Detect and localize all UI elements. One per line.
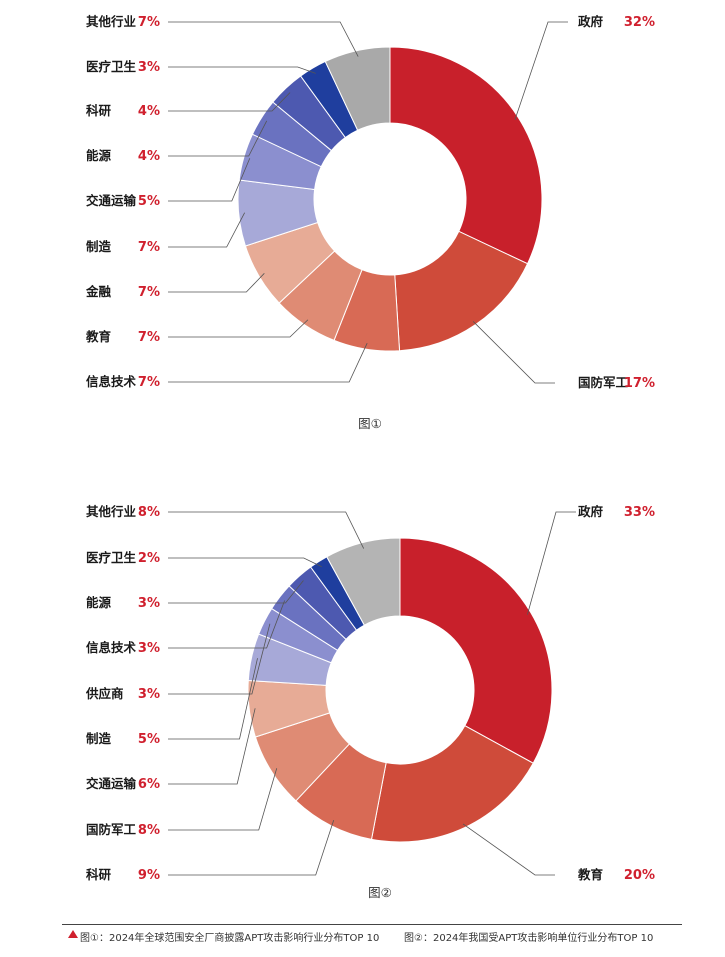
chart2-label-6: 供应商 [85, 686, 124, 701]
chart1-caption: 图① [358, 416, 382, 431]
chart2-slice-10 [326, 537, 401, 626]
chart1-leader-7 [168, 120, 268, 157]
chart2-leader-7 [168, 600, 286, 649]
chart2-label-10: 其他行业 [86, 504, 137, 519]
chart1-leader-9 [168, 66, 316, 74]
chart1-leader-3 [168, 319, 309, 338]
chart2-leader-0 [527, 511, 576, 615]
chart1-value-4: 7% [138, 285, 160, 300]
chart2-leader-8 [168, 580, 304, 604]
footer-captions: 图①：2024年全球范围安全厂商披露APT攻击影响行业分布TOP 10 图②：2… [62, 924, 682, 947]
chart1-label-6: 交通运输 [86, 193, 137, 208]
chart1-value-1: 17% [624, 376, 655, 391]
chart1-label-1: 国防军工 [578, 375, 629, 390]
chart1-label-0: 政府 [578, 14, 604, 29]
chart2-value-0: 33% [624, 505, 655, 520]
chart1-label-9: 医疗卫生 [86, 59, 137, 74]
chart1-value-7: 4% [138, 149, 160, 164]
chart1-label-7: 能源 [86, 148, 112, 163]
chart2-label-1: 教育 [577, 867, 604, 882]
chart2-leader-2 [168, 819, 335, 876]
chart1-label-8: 科研 [86, 103, 112, 118]
chart1-value-10: 7% [138, 15, 160, 30]
footer-caption-left: 图①：2024年全球范围安全厂商披露APT攻击影响行业分布TOP 10 [80, 933, 380, 944]
chart1-value-0: 32% [624, 15, 655, 30]
chart1-leader-4 [168, 273, 265, 293]
chart1-value-6: 5% [138, 194, 160, 209]
chart2-leader-9 [168, 557, 322, 568]
chart2-slice-1 [370, 724, 534, 843]
chart1-leader-5 [168, 212, 246, 248]
chart1-leader-6 [168, 158, 251, 202]
chart1-value-2: 7% [138, 375, 160, 390]
chart2-leader-6 [168, 623, 271, 695]
chart2-value-7: 3% [138, 641, 160, 656]
chart1-value-9: 3% [138, 60, 160, 75]
chart1-label-3: 教育 [85, 329, 112, 344]
footer-caption-right: 图②：2024年我国受APT攻击影响单位行业分布TOP 10 [404, 933, 654, 944]
chart2-label-9: 医疗卫生 [86, 550, 137, 565]
red-triangle-icon [68, 930, 78, 938]
chart2-leader-4 [168, 708, 256, 785]
chart1-label-4: 金融 [85, 284, 112, 299]
chart1-leader-2 [168, 343, 368, 383]
chart2-leader-10 [168, 511, 365, 549]
chart1-leader-8 [168, 92, 291, 112]
chart1-label-5: 制造 [86, 239, 112, 254]
chart1-value-5: 7% [138, 240, 160, 255]
chart2-label-2: 科研 [86, 867, 112, 882]
chart2-value-8: 3% [138, 596, 160, 611]
chart2-value-6: 3% [138, 687, 160, 702]
chart1-slice-0 [389, 46, 543, 265]
chart2-label-0: 政府 [578, 504, 604, 519]
chart1-value-8: 4% [138, 104, 160, 119]
chart2-label-3: 国防军工 [86, 822, 137, 837]
chart1-slice-10 [324, 46, 391, 131]
chart1-leader-1 [472, 321, 555, 384]
chart1-label-10: 其他行业 [86, 14, 137, 29]
chart1-label-2: 信息技术 [86, 374, 137, 389]
chart2-leader-5 [168, 658, 258, 740]
chart2-value-2: 9% [138, 868, 160, 883]
chart2-label-4: 交通运输 [86, 776, 137, 791]
chart2-leader-1 [462, 823, 555, 876]
chart1-leader-10 [168, 21, 359, 57]
chart1-value-3: 7% [138, 330, 160, 345]
chart2-value-4: 6% [138, 777, 160, 792]
chart2-value-1: 20% [624, 868, 655, 883]
chart2-value-9: 2% [138, 551, 160, 566]
chart2-label-7: 信息技术 [86, 640, 137, 655]
chart2-value-5: 5% [138, 732, 160, 747]
chart2-leader-3 [168, 768, 278, 831]
chart2-slice-0 [399, 537, 553, 764]
chart2-caption: 图② [368, 885, 392, 900]
chart1-leader-0 [514, 21, 568, 120]
chart2-value-10: 8% [138, 505, 160, 520]
chart2-label-8: 能源 [86, 595, 112, 610]
chart2-label-5: 制造 [86, 731, 112, 746]
chart2-value-3: 8% [138, 823, 160, 838]
